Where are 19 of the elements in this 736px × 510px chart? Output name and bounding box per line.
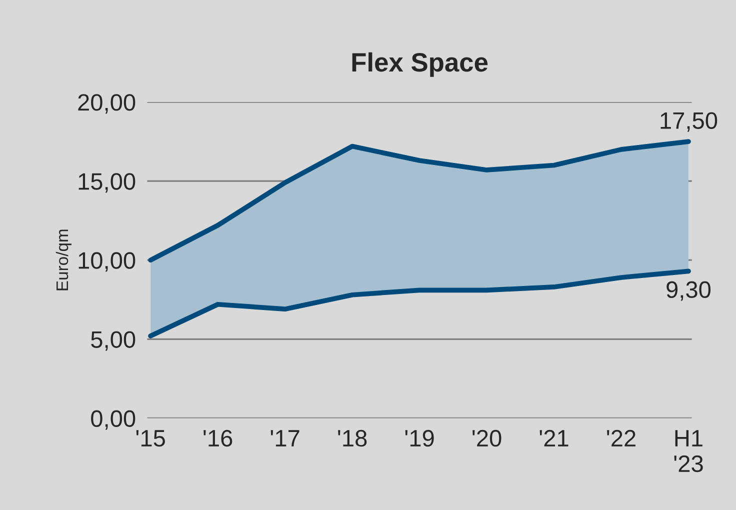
- x-tick-label: '22: [607, 430, 636, 446]
- x-tick-label: '16: [204, 430, 232, 447]
- x-tick-label: H1 '23: [674, 430, 703, 472]
- x-tick-label: '20: [472, 430, 502, 447]
- x-tick-label: '17: [270, 430, 300, 446]
- x-tick-label: '18: [338, 430, 367, 447]
- data-label: 9,30: [666, 281, 711, 301]
- y-tick-label: 5,00: [91, 331, 136, 351]
- x-tick-label: '21: [540, 430, 568, 446]
- chart-title: Flex Space: [352, 52, 488, 77]
- x-tick-label: '19: [405, 430, 434, 447]
- line-series: [148, 139, 691, 263]
- data-label: 17,50: [660, 112, 718, 132]
- y-tick-label: 15,00: [78, 173, 136, 193]
- y-tick-label: 0,00: [91, 410, 136, 430]
- y-tick-label: 10,00: [78, 252, 136, 272]
- y-tick-label: 20,00: [78, 94, 136, 114]
- x-tick-label: '15: [136, 430, 165, 447]
- y-axis-title: Euro/qm: [56, 230, 72, 290]
